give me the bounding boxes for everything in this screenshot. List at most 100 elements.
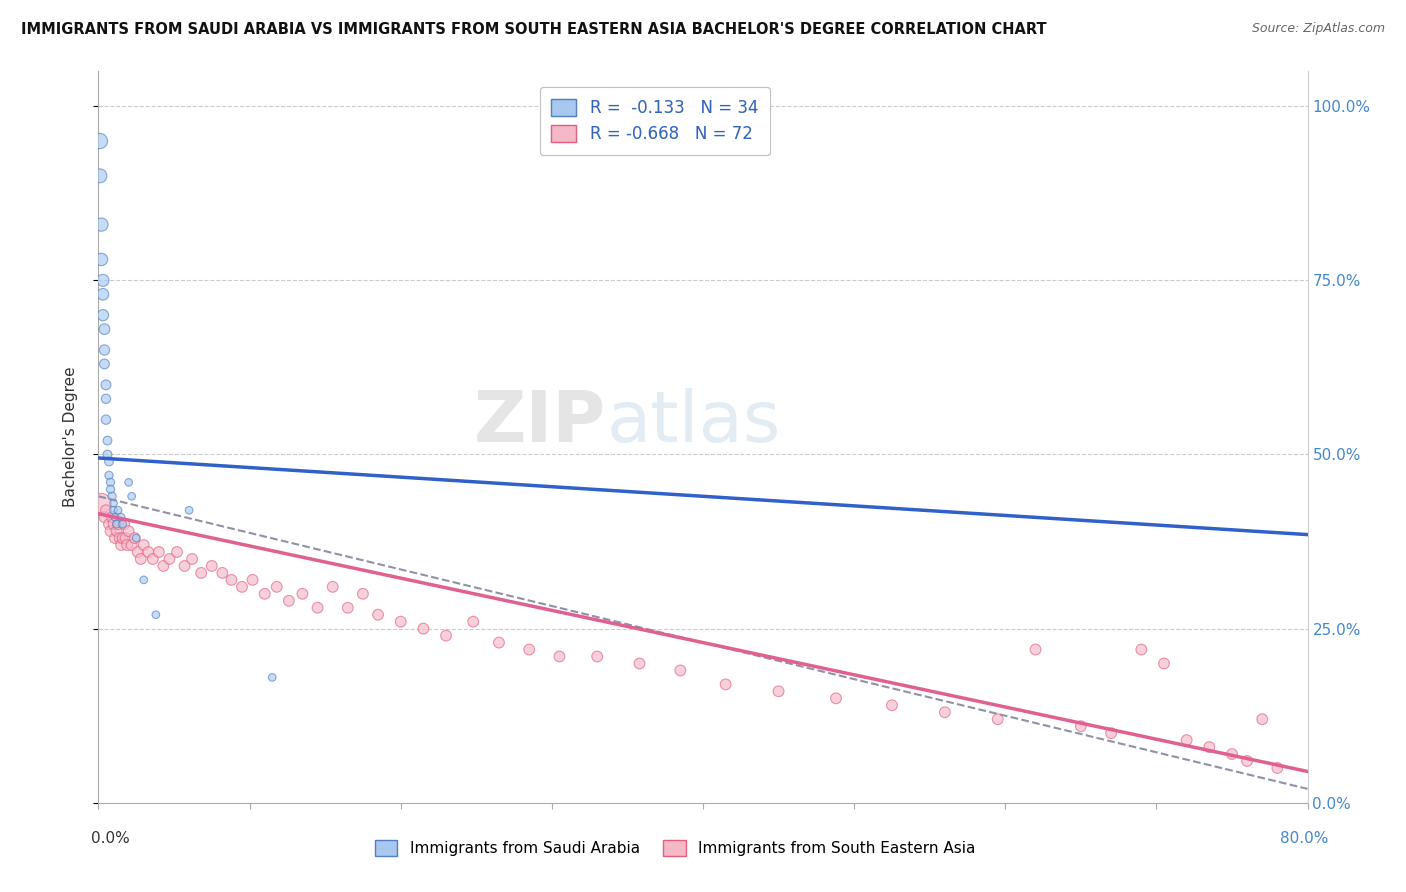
Point bbox=[105, 524, 128, 538]
Point bbox=[118, 524, 141, 538]
Point bbox=[825, 691, 848, 706]
Legend: R =  -0.133   N = 34, R = -0.668   N = 72: R = -0.133 N = 34, R = -0.668 N = 72 bbox=[540, 87, 769, 155]
Point bbox=[488, 635, 510, 649]
Point bbox=[94, 377, 117, 392]
Point bbox=[103, 496, 125, 510]
Point bbox=[93, 510, 115, 524]
Point bbox=[124, 531, 146, 545]
Y-axis label: Bachelor's Degree: Bachelor's Degree bbox=[63, 367, 77, 508]
Point bbox=[121, 489, 143, 503]
Point bbox=[148, 545, 170, 559]
Point bbox=[111, 517, 134, 532]
Point bbox=[104, 531, 127, 545]
Point bbox=[1198, 740, 1220, 755]
Point bbox=[307, 600, 329, 615]
Point bbox=[1236, 754, 1258, 768]
Point bbox=[1024, 642, 1046, 657]
Point bbox=[110, 510, 132, 524]
Point bbox=[548, 649, 571, 664]
Point bbox=[105, 517, 128, 532]
Point bbox=[107, 517, 129, 532]
Point bbox=[179, 503, 201, 517]
Point bbox=[101, 489, 124, 503]
Point bbox=[322, 580, 344, 594]
Point bbox=[103, 503, 125, 517]
Point bbox=[94, 392, 117, 406]
Point bbox=[114, 531, 136, 545]
Point bbox=[132, 573, 155, 587]
Point bbox=[987, 712, 1010, 726]
Legend: Immigrants from Saudi Arabia, Immigrants from South Eastern Asia: Immigrants from Saudi Arabia, Immigrants… bbox=[368, 834, 981, 862]
Point bbox=[94, 412, 117, 426]
Point bbox=[389, 615, 412, 629]
Point bbox=[96, 448, 118, 462]
Point bbox=[517, 642, 540, 657]
Text: 80.0%: 80.0% bbox=[1281, 831, 1329, 846]
Point bbox=[1099, 726, 1122, 740]
Point bbox=[1267, 761, 1289, 775]
Point bbox=[100, 524, 122, 538]
Point bbox=[103, 517, 125, 532]
Point bbox=[91, 273, 114, 287]
Point bbox=[90, 252, 112, 267]
Point bbox=[1070, 719, 1092, 733]
Point bbox=[336, 600, 359, 615]
Point bbox=[145, 607, 167, 622]
Point bbox=[211, 566, 233, 580]
Point bbox=[266, 580, 288, 594]
Point bbox=[108, 531, 131, 545]
Point bbox=[132, 538, 155, 552]
Point bbox=[166, 545, 188, 559]
Point bbox=[152, 558, 174, 573]
Point bbox=[89, 134, 111, 148]
Point bbox=[173, 558, 195, 573]
Point bbox=[90, 218, 112, 232]
Point bbox=[181, 552, 204, 566]
Point bbox=[463, 615, 485, 629]
Point bbox=[94, 503, 117, 517]
Point bbox=[352, 587, 374, 601]
Point bbox=[121, 538, 143, 552]
Point bbox=[277, 594, 299, 608]
Point bbox=[628, 657, 651, 671]
Point bbox=[1220, 747, 1243, 761]
Point bbox=[190, 566, 212, 580]
Point bbox=[90, 496, 112, 510]
Point bbox=[142, 552, 165, 566]
Text: 0.0%: 0.0% bbox=[91, 831, 131, 846]
Point bbox=[1153, 657, 1175, 671]
Point bbox=[934, 705, 956, 719]
Point bbox=[89, 169, 111, 183]
Point bbox=[1130, 642, 1153, 657]
Point bbox=[112, 517, 135, 532]
Point bbox=[586, 649, 609, 664]
Point bbox=[262, 670, 284, 684]
Point bbox=[129, 552, 152, 566]
Point bbox=[98, 454, 121, 468]
Point bbox=[100, 483, 122, 497]
Text: atlas: atlas bbox=[606, 388, 780, 457]
Point bbox=[231, 580, 253, 594]
Point bbox=[100, 475, 122, 490]
Text: ZIP: ZIP bbox=[474, 388, 606, 457]
Point bbox=[91, 287, 114, 301]
Point bbox=[98, 517, 121, 532]
Point bbox=[93, 343, 115, 357]
Point bbox=[127, 545, 149, 559]
Point bbox=[96, 434, 118, 448]
Point bbox=[115, 538, 138, 552]
Text: Source: ZipAtlas.com: Source: ZipAtlas.com bbox=[1251, 22, 1385, 36]
Point bbox=[253, 587, 276, 601]
Point bbox=[159, 552, 181, 566]
Point bbox=[434, 629, 457, 643]
Point bbox=[118, 475, 141, 490]
Point bbox=[412, 622, 434, 636]
Point bbox=[93, 322, 115, 336]
Point bbox=[768, 684, 790, 698]
Point bbox=[111, 531, 134, 545]
Point bbox=[101, 510, 124, 524]
Point bbox=[104, 510, 127, 524]
Point bbox=[367, 607, 389, 622]
Point bbox=[880, 698, 903, 713]
Point bbox=[221, 573, 243, 587]
